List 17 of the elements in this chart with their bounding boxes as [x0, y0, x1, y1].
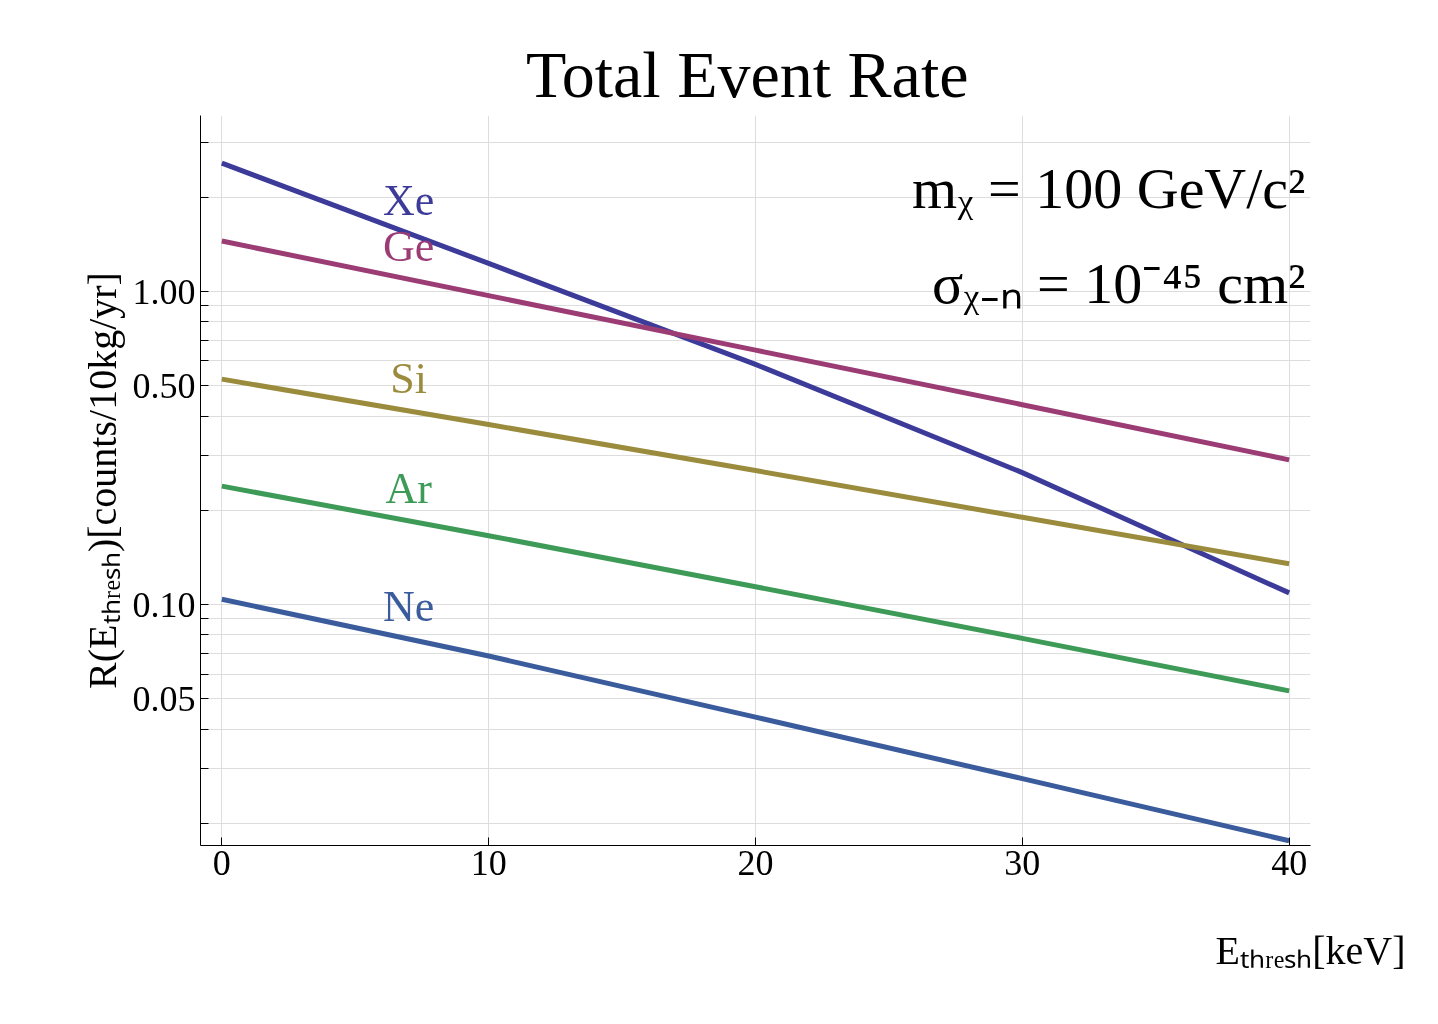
x-tick-label: 20 — [737, 842, 774, 883]
x-axis-title: Eₜₕᵣₑₛₕ[keV] — [1215, 927, 1406, 973]
x-tick-label: 30 — [1004, 842, 1041, 883]
x-tick-label: 10 — [470, 842, 507, 883]
annotation: σᵪ₋ₙ = 10⁻⁴⁵ cm² — [931, 250, 1306, 316]
y-tick-label: 1.00 — [132, 271, 196, 312]
x-tick-label: 40 — [1271, 842, 1308, 883]
y-tick-label: 0.05 — [132, 678, 196, 719]
series-label: Ne — [382, 581, 435, 631]
series-label: Si — [390, 353, 427, 403]
y-axis-title: R(Eₜₕᵣₑₛₕ)[counts/10kg/yr] — [79, 272, 125, 689]
annotation: mᵪ = 100 GeV/c² — [912, 156, 1306, 221]
x-tick-label: 0 — [212, 842, 231, 883]
chart-title: Total Event Rate — [525, 37, 969, 111]
y-tick-label: 0.50 — [132, 365, 196, 406]
y-tick-label: 0.10 — [132, 584, 196, 625]
series-label: Ar — [385, 463, 433, 513]
